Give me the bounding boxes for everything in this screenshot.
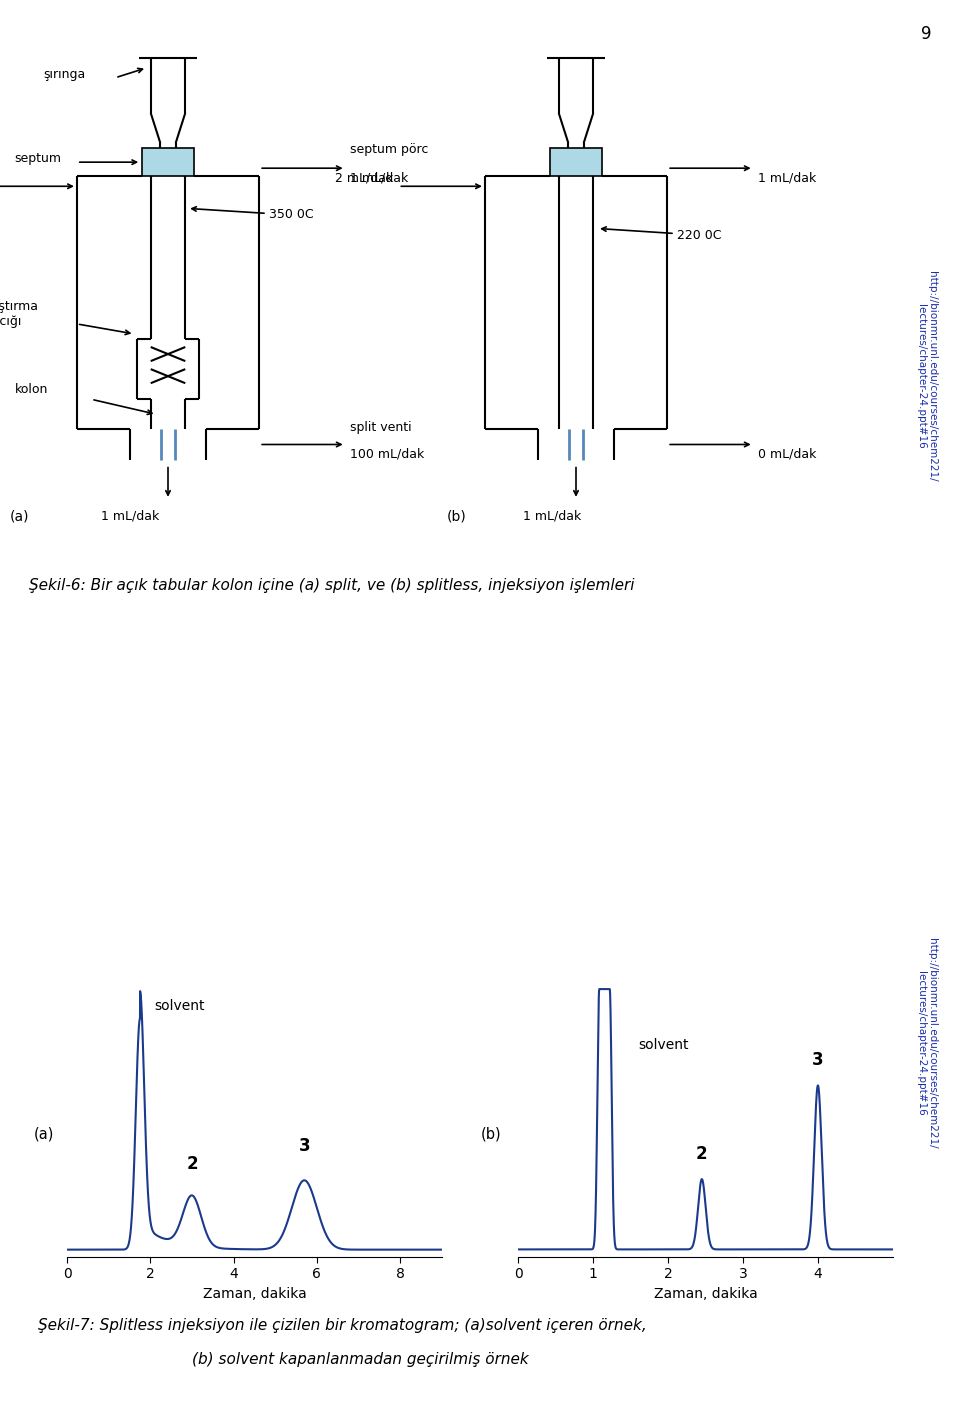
Text: 2: 2 (186, 1156, 198, 1173)
Text: 2 mL/dak: 2 mL/dak (335, 172, 394, 185)
Text: (a): (a) (34, 1127, 55, 1142)
Text: Şekil-6: Bir açık tabular kolon içine (a) split, ve (b) splitless, injeksiyon iş: Şekil-6: Bir açık tabular kolon içine (a… (29, 578, 635, 594)
Text: septum pörc: septum pörc (350, 143, 429, 156)
Text: http://bionmr.unl.edu/courses/chem221/
lectures/chapter-24.ppt#16: http://bionmr.unl.edu/courses/chem221/ l… (916, 939, 937, 1149)
Text: 1 mL/dak: 1 mL/dak (101, 510, 159, 523)
Text: Şekil-7: Splitless injeksiyon ile çizilen bir kromatogram; (a)solvent içeren örn: Şekil-7: Splitless injeksiyon ile çizile… (38, 1318, 647, 1333)
Text: 1 mL/dak: 1 mL/dak (350, 172, 409, 185)
Text: 100 mL/dak: 100 mL/dak (350, 447, 424, 460)
X-axis label: Zaman, dakika: Zaman, dakika (654, 1287, 757, 1301)
Text: 0 mL/dak: 0 mL/dak (758, 447, 817, 460)
Text: 2: 2 (696, 1145, 708, 1163)
Text: kolon: kolon (14, 383, 48, 396)
Text: karıştırma
odacığı: karıştırma odacığı (0, 300, 39, 328)
Text: (b) solvent kapanlanmadan geçirilmiş örnek: (b) solvent kapanlanmadan geçirilmiş örn… (192, 1352, 529, 1367)
Text: split venti: split venti (350, 422, 412, 435)
Bar (142, 148, 194, 176)
Text: solvent: solvent (638, 1038, 688, 1052)
X-axis label: Zaman, dakika: Zaman, dakika (203, 1287, 306, 1301)
Text: 3: 3 (299, 1137, 310, 1156)
Text: 3: 3 (812, 1051, 824, 1069)
Text: (b): (b) (446, 510, 467, 524)
Text: http://bionmr.unl.edu/courses/chem221/
lectures/chapter-24.ppt#16: http://bionmr.unl.edu/courses/chem221/ l… (916, 271, 937, 481)
Bar (549, 148, 603, 176)
Text: şırınga: şırınga (43, 68, 85, 81)
Text: 1 mL/dak: 1 mL/dak (523, 510, 582, 523)
Text: 9: 9 (922, 26, 931, 43)
Text: (a): (a) (10, 510, 29, 524)
Text: 350 0C: 350 0C (269, 209, 313, 222)
Text: 1 mL/dak: 1 mL/dak (758, 172, 817, 185)
Text: 220 0C: 220 0C (677, 229, 721, 241)
Text: septum: septum (14, 152, 61, 165)
Text: solvent: solvent (155, 998, 205, 1012)
Text: (b): (b) (481, 1127, 501, 1142)
